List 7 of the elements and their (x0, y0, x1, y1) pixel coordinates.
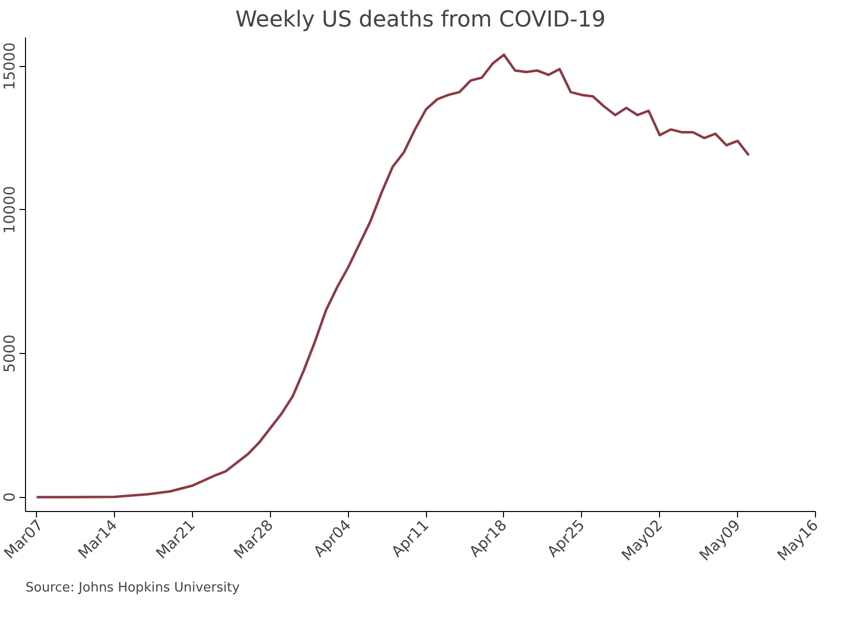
y-tick-label: 0 (0, 492, 18, 502)
y-tick-label: 15000 (0, 42, 18, 90)
source-note: Source: Johns Hopkins University (26, 580, 240, 596)
chart-title: Weekly US deaths from COVID-19 (235, 8, 606, 32)
y-tick-label: 10000 (0, 186, 18, 234)
y-tick-label: 5000 (0, 334, 18, 373)
line-series (35, 53, 750, 498)
